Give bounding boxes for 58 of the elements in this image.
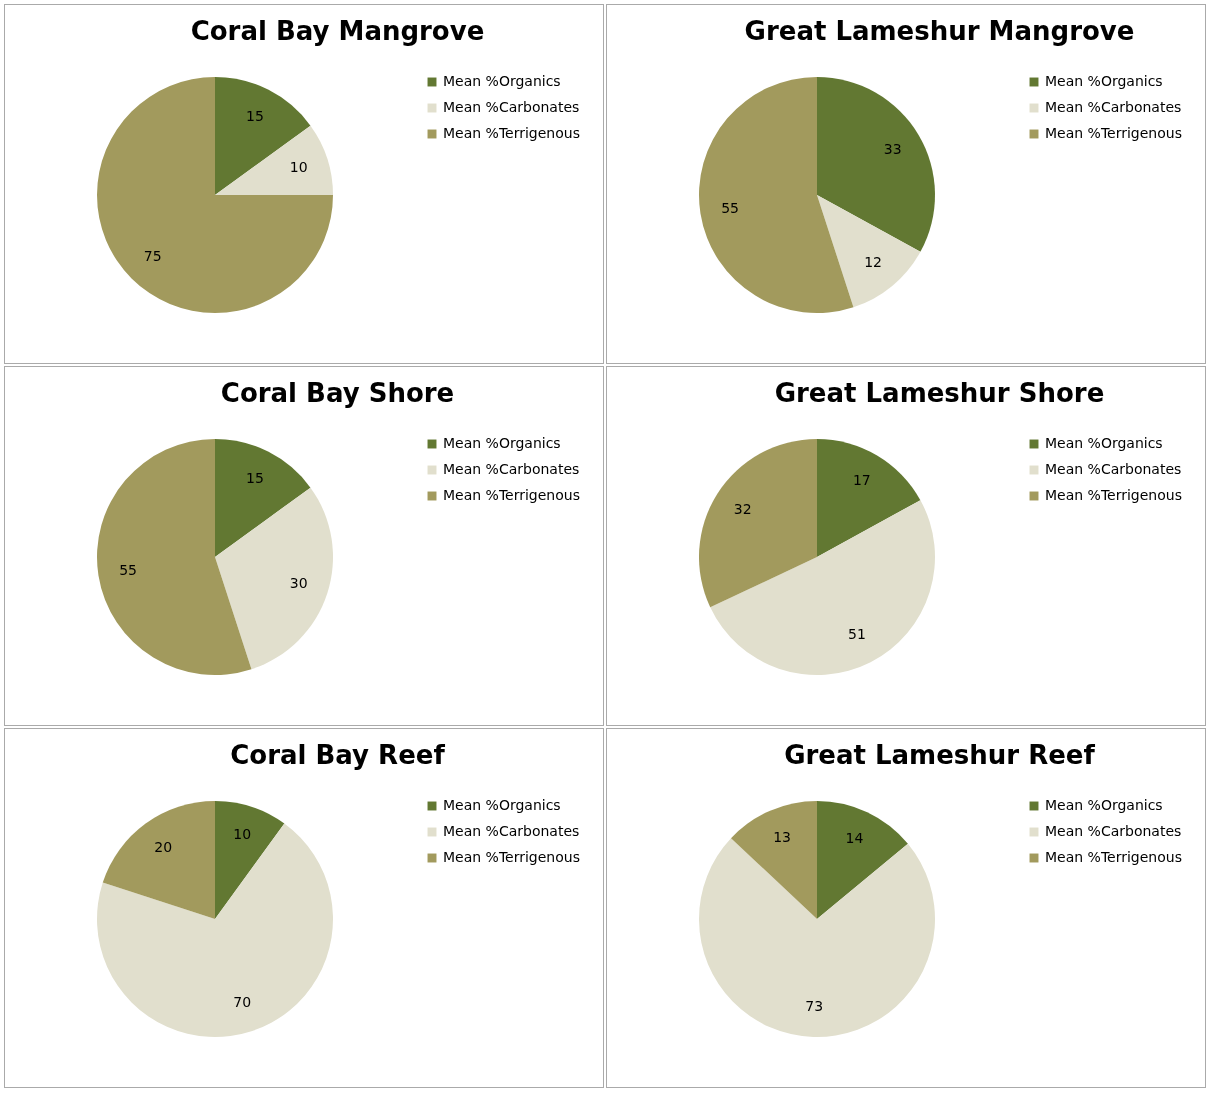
legend-label: Mean %Terrigenous bbox=[1045, 849, 1182, 865]
data-label: 55 bbox=[119, 561, 137, 578]
legend-label: Mean %Terrigenous bbox=[1045, 487, 1182, 503]
legend-label: Mean %Terrigenous bbox=[443, 849, 580, 865]
data-label: 10 bbox=[233, 826, 252, 843]
data-label: 70 bbox=[233, 993, 252, 1010]
data-label: 12 bbox=[864, 253, 883, 270]
legend-label: Mean %Organics bbox=[443, 435, 561, 451]
legend-label: Mean %Organics bbox=[443, 73, 561, 89]
data-label: 73 bbox=[805, 997, 824, 1014]
pie-slice bbox=[215, 125, 333, 195]
data-label: 55 bbox=[721, 199, 739, 216]
data-label: 33 bbox=[883, 141, 902, 158]
legend-label: Mean %Organics bbox=[1045, 73, 1163, 89]
data-label: 20 bbox=[154, 838, 173, 855]
pie-slice bbox=[215, 77, 311, 195]
pie-slice bbox=[215, 487, 333, 670]
data-label: 17 bbox=[852, 472, 871, 489]
legend-label: Mean %Carbonates bbox=[1045, 99, 1182, 115]
legend-label: Mean %Organics bbox=[443, 797, 561, 813]
chart-title: Coral Bay Reef bbox=[230, 740, 446, 770]
pie-slice bbox=[817, 195, 921, 308]
pie-slice bbox=[710, 500, 935, 675]
pie-slice bbox=[730, 801, 817, 919]
legend-label: Mean %Carbonates bbox=[1045, 823, 1182, 839]
legend-label: Mean %Carbonates bbox=[443, 99, 580, 115]
pie-slice bbox=[102, 801, 215, 919]
chart-title: Great Lameshur Shore bbox=[774, 378, 1105, 408]
data-label: 75 bbox=[143, 248, 162, 265]
pie-slice bbox=[817, 77, 935, 252]
pie-slice bbox=[699, 439, 817, 608]
legend-label: Mean %Carbonates bbox=[1045, 461, 1182, 477]
data-label: 15 bbox=[246, 107, 264, 124]
legend-label: Mean %Terrigenous bbox=[443, 487, 580, 503]
data-label: 15 bbox=[246, 469, 264, 486]
data-label: 13 bbox=[773, 829, 791, 846]
data-label: 14 bbox=[845, 830, 864, 847]
legend-label: Mean %Terrigenous bbox=[1045, 125, 1182, 141]
legend-label: Mean %Carbonates bbox=[443, 461, 580, 477]
pie-slice bbox=[817, 801, 908, 919]
pie-slice bbox=[817, 439, 921, 557]
legend-label: Mean %Organics bbox=[1045, 435, 1163, 451]
pie-slice bbox=[97, 77, 333, 313]
legend-label: Mean %Terrigenous bbox=[443, 125, 580, 141]
data-label: 10 bbox=[289, 158, 308, 175]
chart-title: Great Lameshur Reef bbox=[784, 740, 1096, 770]
pie-slice bbox=[699, 77, 854, 313]
legend-label: Mean %Carbonates bbox=[443, 823, 580, 839]
chart-title: Coral Bay Mangrove bbox=[190, 16, 485, 46]
chart-title: Coral Bay Shore bbox=[220, 378, 455, 408]
data-label: 30 bbox=[289, 575, 308, 592]
chart-title: Great Lameshur Mangrove bbox=[744, 16, 1135, 46]
data-label: 32 bbox=[733, 500, 752, 517]
legend-label: Mean %Organics bbox=[1045, 797, 1163, 813]
pie-slice bbox=[97, 823, 333, 1037]
data-label: 51 bbox=[848, 626, 866, 643]
pie-slice bbox=[215, 801, 285, 919]
pie-slice bbox=[215, 439, 311, 557]
